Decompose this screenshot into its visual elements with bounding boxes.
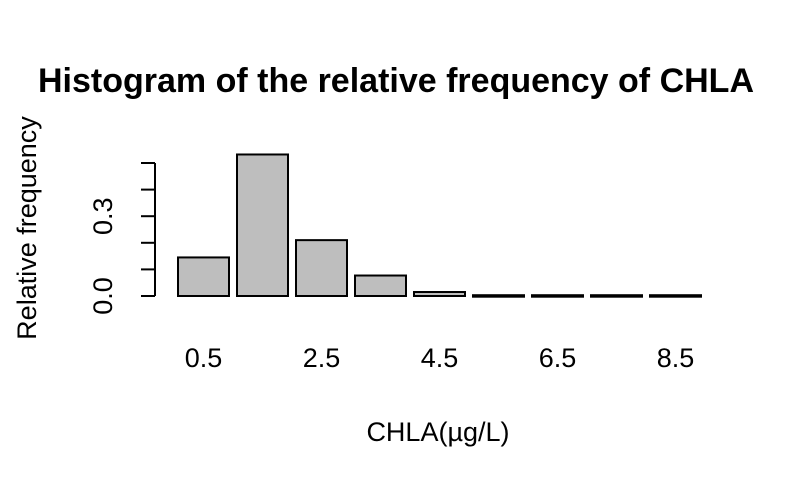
bar-1.5 xyxy=(236,153,289,297)
bar-0.5 xyxy=(177,256,230,297)
x-tick-label: 6.5 xyxy=(539,343,577,373)
chart-title: Histogram of the relative frequency of C… xyxy=(38,62,754,100)
y-tick-label: 0.0 xyxy=(88,277,118,315)
x-axis-label: CHLA(µg/L) xyxy=(366,417,509,447)
x-tick-label: 4.5 xyxy=(421,343,459,373)
y-axis: 0.0 0.3 xyxy=(88,162,156,315)
bar-7.5 xyxy=(590,294,643,298)
y-axis-label: Relative frequency xyxy=(12,116,42,340)
x-tick-label: 8.5 xyxy=(657,343,695,373)
bar-2.5 xyxy=(295,239,348,297)
x-tick-label: 0.5 xyxy=(185,343,223,373)
bar-6.5 xyxy=(531,294,584,298)
bar-3.5 xyxy=(354,274,407,298)
bars-group xyxy=(177,153,702,298)
x-tick-label: 2.5 xyxy=(303,343,341,373)
x-axis-tick-labels: 0.5 2.5 4.5 6.5 8.5 xyxy=(185,343,695,373)
bar-4.5 xyxy=(413,291,466,298)
y-tick-label: 0.3 xyxy=(88,197,118,235)
bar-8.5 xyxy=(649,294,702,298)
bar-5.5 xyxy=(472,294,525,298)
